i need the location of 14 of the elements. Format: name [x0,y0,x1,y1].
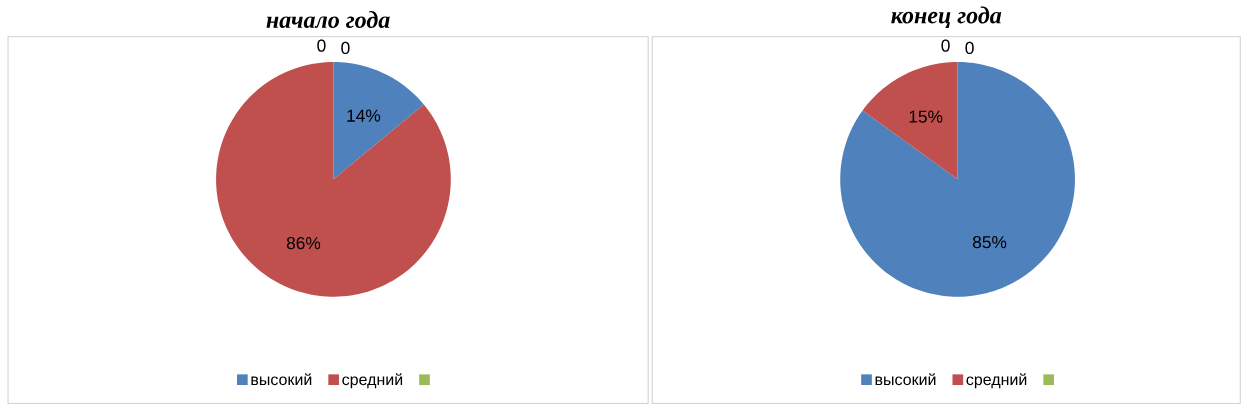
text: 0 [341,41,350,55]
data-label: 85% [972,235,1007,249]
legend-label: высокий [251,373,312,386]
legend-label: средний [342,373,403,389]
legend-label: высокий [875,373,936,386]
text: 0 [317,39,326,52]
data-label: 86% [286,236,321,250]
data-label: 15% [909,110,943,123]
text: 0 [941,39,950,52]
text: 0 [965,41,974,55]
legend-label: средний [966,373,1027,389]
data-label: 14% [347,109,381,122]
chart-title: конец года [891,6,1002,28]
chart-title: начало года [266,10,390,28]
